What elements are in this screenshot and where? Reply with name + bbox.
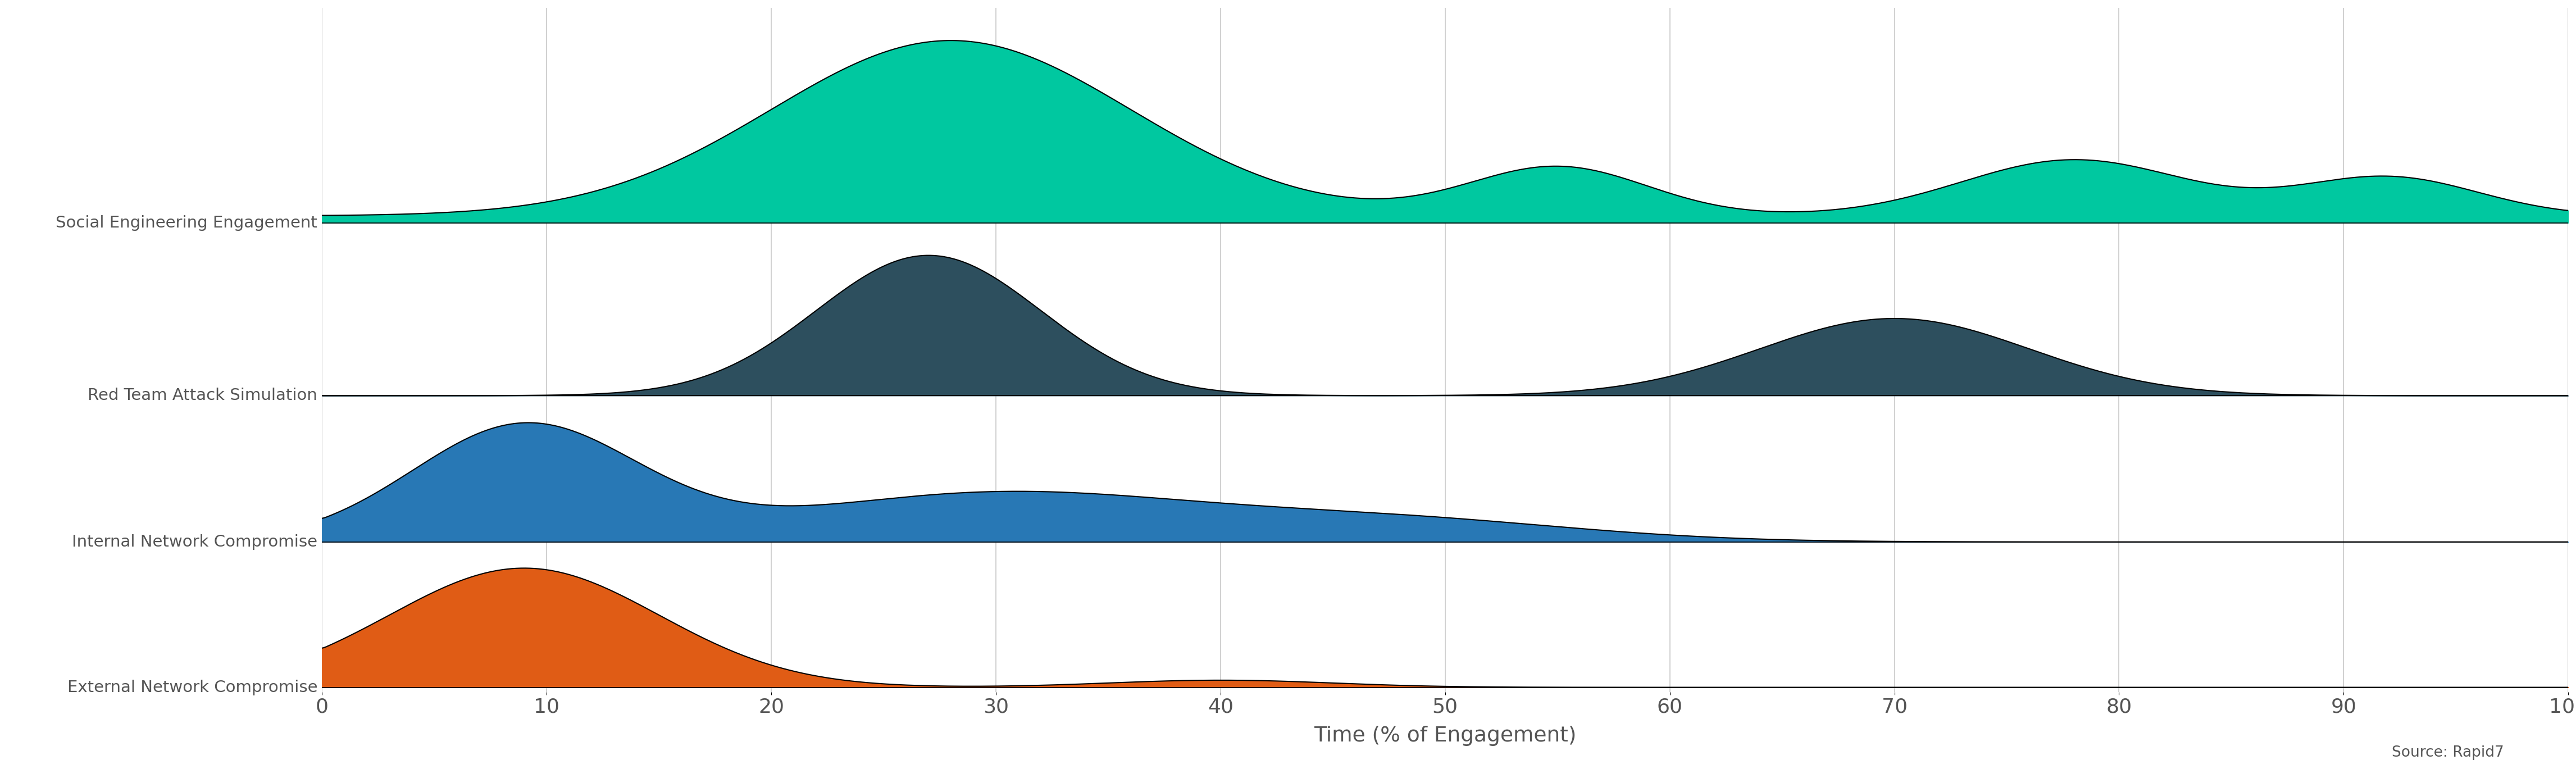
X-axis label: Time (% of Engagement): Time (% of Engagement) bbox=[1314, 726, 1577, 746]
Text: Social Engineering Engagement: Social Engineering Engagement bbox=[57, 215, 317, 231]
Text: External Network Compromise: External Network Compromise bbox=[67, 680, 317, 695]
Text: Source: Rapid7: Source: Rapid7 bbox=[2391, 745, 2504, 760]
Text: Internal Network Compromise: Internal Network Compromise bbox=[72, 534, 317, 550]
Text: Red Team Attack Simulation: Red Team Attack Simulation bbox=[88, 388, 317, 404]
